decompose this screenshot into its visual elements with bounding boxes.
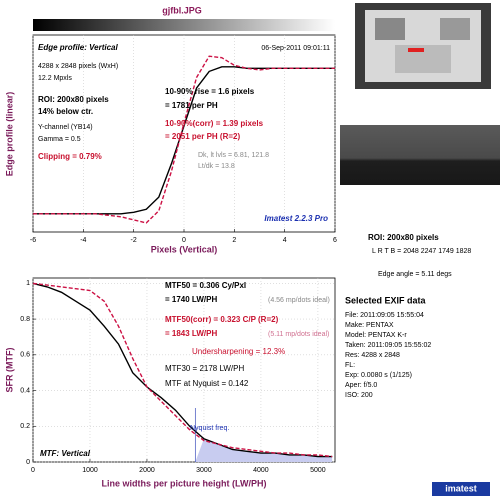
y-tick-label: 0.8 [20, 316, 30, 323]
plot: 0 1000 2000 3000 4000 5000 0 0.2 0.4 0.6 0.8 1 [20, 277, 336, 474]
window-title: gjfbl.JPG [162, 5, 202, 15]
x-tick-label: 4 [283, 237, 287, 244]
annotation: Gamma = 0.5 [38, 136, 81, 143]
exif-line: Res: 4288 x 2848 [345, 352, 400, 359]
thumbnail [355, 3, 491, 89]
chart-title: MTF: Vertical [40, 449, 91, 458]
x-tick-label: 5000 [310, 467, 326, 474]
nyquist-label: Nyquist freq. [190, 425, 229, 432]
exif-line: Taken: 2011:09:05 15:55:02 [345, 342, 431, 349]
annotation: MTF50 = 0.306 Cy/Pxl [165, 281, 246, 290]
annotation: Undersharpening = 12.3% [192, 347, 285, 356]
roi-title: ROI: 200x80 pixels [368, 233, 439, 242]
version: Imatest 2.2.3 Pro [264, 214, 328, 223]
annotation: MTF50(corr) = 0.323 C/P (R=2) [165, 315, 279, 324]
x-tick-label: 3000 [196, 467, 212, 474]
series-line [32, 282, 333, 458]
series-line [32, 282, 333, 458]
series-line [33, 55, 335, 224]
y-axis-label: Edge profile (linear) [4, 92, 14, 177]
annotation: (5.11 mp/dots ideal) [268, 331, 329, 338]
annotation: 10-90% rise = 1.6 pixels [165, 87, 255, 96]
beyond-nyquist-area [195, 438, 333, 462]
exif-line: Exp: 0.0080 s (1/125) [345, 372, 412, 379]
annotation: 4288 x 2848 pixels (WxH) [38, 63, 118, 70]
y-tick-label: 0.6 [20, 352, 30, 359]
exif-line: Make: PENTAX [345, 322, 394, 329]
annotation: Dk, lt lvls = 6.81, 121.8 [198, 152, 269, 159]
annotation: = 1843 LW/PH [165, 329, 217, 338]
x-tick-label: 2 [232, 237, 236, 244]
annotation: 14% below ctr. [38, 107, 93, 116]
x-axis-label: Line widths per picture height (LW/PH) [101, 478, 266, 488]
plot-frame [32, 277, 336, 463]
annotation: Clipping = 0.79% [38, 152, 102, 161]
roi-coords: L R T B = 2048 2247 1749 1828 [372, 248, 471, 255]
exif-line: ISO: 200 [345, 392, 373, 399]
annotation: Y-channel (YB14) [38, 124, 93, 131]
annotation: MTF30 = 2178 LW/PH [165, 364, 244, 373]
x-axis-label: Pixels (Vertical) [151, 244, 218, 254]
annotation: (4.56 mp/dots ideal) [268, 297, 330, 304]
plot: -6 -4 -2 0 2 4 6 [30, 34, 337, 244]
annotation: = 1781 per PH [165, 101, 218, 110]
annotation: Lt/dk = 13.8 [198, 163, 235, 170]
annotation: 10-90%(corr) = 1.39 pixels [165, 119, 264, 128]
x-tick-label: -6 [30, 237, 36, 244]
roi-crop [340, 125, 500, 185]
annotation: MTF at Nyquist = 0.142 [165, 379, 249, 388]
annotation: 12.2 Mpxls [38, 75, 72, 82]
x-tick-label: -2 [131, 237, 137, 244]
x-tick-label: 0 [182, 237, 186, 244]
annotation: = 2051 per PH (R=2) [165, 132, 240, 141]
y-tick-label: 1 [26, 280, 30, 287]
timestamp: 06-Sep-2011 09:01:11 [261, 45, 330, 52]
y-tick-label: 0.2 [20, 423, 30, 430]
x-tick-label: 4000 [253, 467, 269, 474]
exif-list: File: 2011:09:05 15:55:04 Make: PENTAX Mod… [345, 312, 431, 399]
x-tick-label: 6 [333, 237, 337, 244]
x-tick-label: 1000 [82, 467, 98, 474]
exif-title: Selected EXIF data [345, 295, 427, 305]
chart-title: Edge profile: Vertical [38, 43, 119, 52]
exif-line: FL: [345, 362, 355, 369]
x-tick-label: -4 [80, 237, 86, 244]
exif-line: File: 2011:09:05 15:55:04 [345, 312, 424, 319]
x-tick-label: 0 [31, 467, 35, 474]
exif-line: Aper: f/5.0 [345, 382, 377, 389]
y-tick-label: 0.4 [20, 387, 30, 394]
x-tick-label: 2000 [139, 467, 155, 474]
annotation: = 1740 LW/PH [165, 295, 217, 304]
watermark: imatest [432, 482, 490, 496]
edge-angle: Edge angle = 5.11 degs [378, 271, 452, 278]
y-axis-label: SFR (MTF) [4, 348, 14, 393]
y-tick-label: 0 [26, 459, 30, 466]
annotation: ROI: 200x80 pixels [38, 95, 109, 104]
watermark-text: imatest [445, 483, 477, 493]
exif-line: Model: PENTAX K-r [345, 332, 407, 339]
tone-strip [33, 19, 335, 31]
